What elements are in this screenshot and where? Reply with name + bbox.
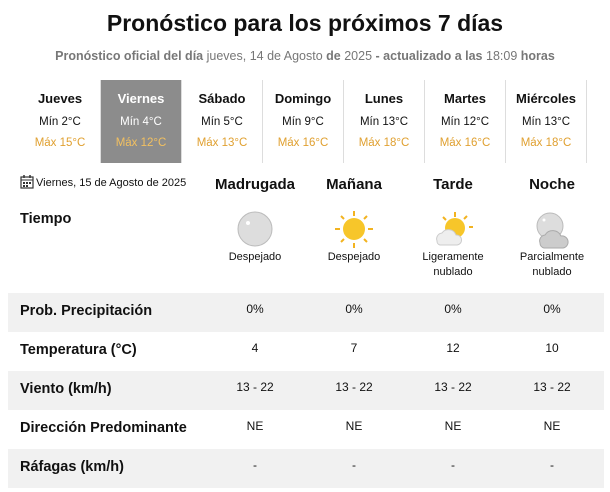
- day-tab[interactable]: Sábado Mín 5°C Máx 13°C: [182, 80, 263, 163]
- subtitle-part: Pronóstico oficial del día: [55, 49, 204, 63]
- day-name: Lunes: [364, 91, 404, 106]
- day-tab[interactable]: Martes Mín 12°C Máx 16°C: [425, 80, 506, 163]
- row-value: 4: [251, 341, 259, 355]
- subtitle: Pronóstico oficial del día jueves, 14 de…: [0, 49, 610, 63]
- row-value: 0%: [444, 302, 462, 316]
- row-value: NE: [543, 419, 561, 433]
- calendar-icon: [20, 175, 34, 189]
- period-header: Tarde: [433, 176, 473, 193]
- row-label: Dirección Predominante: [20, 420, 187, 436]
- day-min: Mín 5°C: [201, 116, 243, 128]
- day-min: Mín 12°C: [440, 116, 490, 128]
- row-value: 10: [545, 341, 559, 355]
- row-label: Ráfagas (km/h): [20, 459, 124, 475]
- row-value: NE: [444, 419, 462, 433]
- day-name: Sábado: [198, 91, 246, 106]
- subtitle-part: 18:09: [486, 49, 518, 63]
- day-name: Martes: [444, 91, 486, 106]
- sky-description: Ligeramente nublado: [422, 251, 484, 278]
- day-tab[interactable]: Lunes Mín 13°C Máx 18°C: [344, 80, 425, 163]
- row-label: Prob. Precipitación: [20, 303, 153, 319]
- row-band: [8, 449, 604, 488]
- period-header: Noche: [529, 176, 575, 193]
- day-name: Domingo: [274, 91, 332, 106]
- day-min: Mín 4°C: [120, 116, 162, 128]
- row-value: 7: [350, 341, 358, 355]
- day-tab[interactable]: Miércoles Mín 13°C Máx 18°C: [506, 80, 587, 163]
- day-name: Miércoles: [516, 91, 576, 106]
- day-max: Máx 15°C: [34, 137, 86, 149]
- row-band: [8, 371, 604, 410]
- row-value: 13 - 22: [434, 380, 472, 394]
- day-name: Viernes: [117, 91, 165, 106]
- row-value: -: [451, 458, 455, 472]
- row-label: Viento (km/h): [20, 381, 112, 397]
- day-min: Mín 13°C: [359, 116, 409, 128]
- sun-icon: [335, 211, 373, 248]
- row-value: 13 - 22: [236, 380, 274, 394]
- row-value: 13 - 22: [335, 380, 373, 394]
- row-value: 0%: [246, 302, 264, 316]
- day-min: Mín 9°C: [282, 116, 324, 128]
- day-max: Máx 18°C: [358, 137, 410, 149]
- day-max: Máx 18°C: [520, 137, 572, 149]
- day-tab[interactable]: Viernes Mín 4°C Máx 12°C: [101, 80, 182, 163]
- sky-description: Parcialmente nublado: [519, 251, 585, 278]
- sky-description: Despejado: [228, 251, 282, 263]
- day-max: Máx 16°C: [277, 137, 329, 149]
- day-tab[interactable]: Jueves Mín 2°C Máx 15°C: [20, 80, 101, 163]
- row-value: 13 - 22: [533, 380, 571, 394]
- subtitle-part: - actualizado a las: [375, 49, 483, 63]
- sun-cloud-icon: [436, 212, 473, 246]
- period-header: Madrugada: [214, 176, 295, 193]
- forecast-date: Viernes, 15 de Agosto de 2025: [36, 177, 187, 189]
- day-max: Máx 12°C: [115, 137, 167, 149]
- row-value: -: [352, 458, 356, 472]
- row-value: -: [550, 458, 554, 472]
- day-tab[interactable]: Domingo Mín 9°C Máx 16°C: [263, 80, 344, 163]
- day-name: Jueves: [37, 91, 83, 106]
- subtitle-part: 2025: [344, 49, 373, 63]
- moon-icon: [237, 211, 273, 247]
- subtitle-part: jueves, 14 de Agosto: [206, 49, 323, 63]
- row-value: -: [253, 458, 257, 472]
- row-value: 0%: [345, 302, 363, 316]
- row-value: 12: [446, 341, 460, 355]
- title: Pronóstico para los próximos 7 días: [106, 10, 504, 36]
- day-max: Máx 16°C: [439, 137, 491, 149]
- day-min: Mín 13°C: [521, 116, 571, 128]
- day-max: Máx 13°C: [196, 137, 248, 149]
- day-min: Mín 2°C: [39, 116, 81, 128]
- row-label: Tiempo: [20, 211, 72, 227]
- row-band: [8, 293, 604, 332]
- sky-description: Despejado: [327, 251, 381, 263]
- row-label: Temperatura (°C): [20, 342, 137, 358]
- row-value: NE: [246, 419, 264, 433]
- subtitle-part: de: [326, 49, 341, 63]
- moon-cloud-icon: [536, 212, 569, 249]
- period-header: Mañana: [326, 176, 382, 193]
- row-value: NE: [345, 419, 363, 433]
- row-value: 0%: [543, 302, 561, 316]
- subtitle-part: horas: [520, 49, 555, 63]
